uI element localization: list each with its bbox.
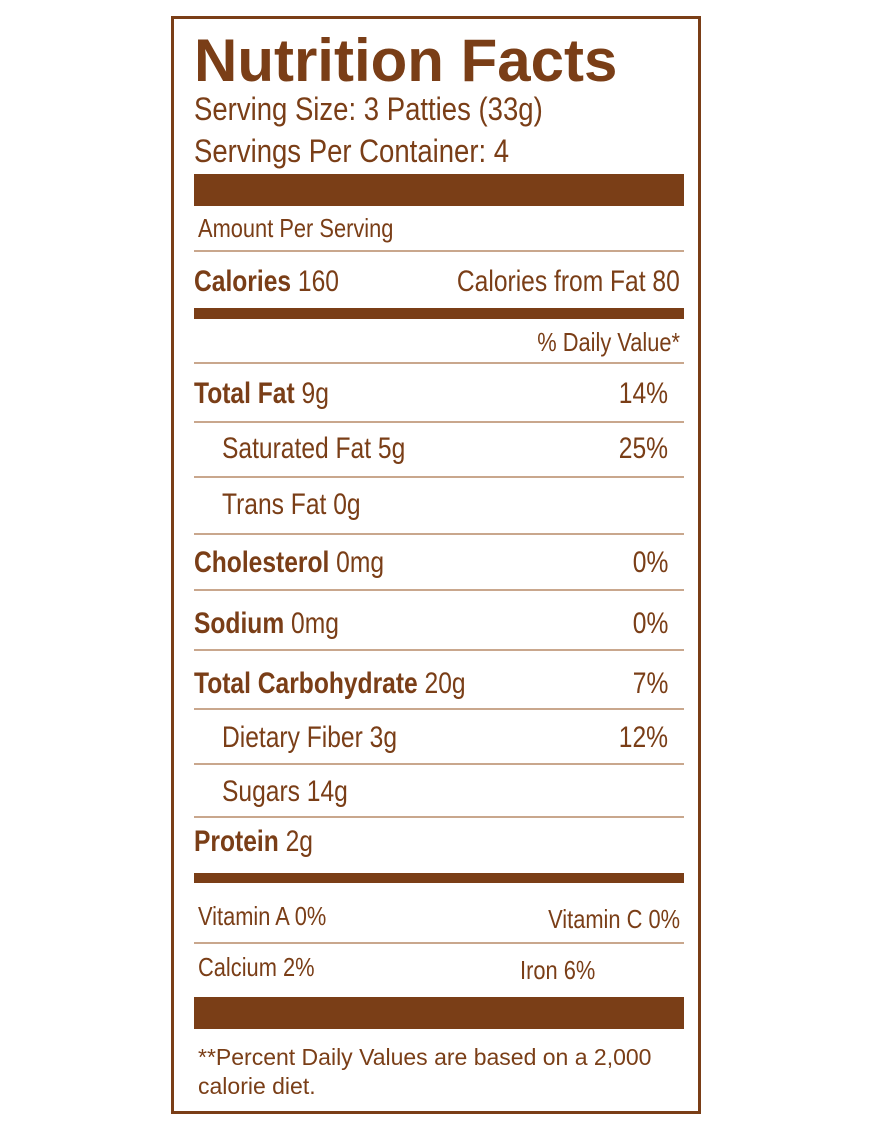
- vitamin-c: Vitamin C 0%: [548, 904, 680, 934]
- nutrient-row-trans-fat: Trans Fat 0g: [222, 490, 361, 520]
- nutrient-amount: 20g: [424, 667, 466, 700]
- thick-divider-bottom: [194, 997, 684, 1029]
- servings-per-container: Servings Per Container: 4: [194, 133, 510, 169]
- nutrient-amount: 9g: [301, 377, 329, 410]
- nutrient-row-cholesterol: Cholesterol 0mg: [194, 548, 384, 578]
- divider: [194, 763, 684, 765]
- divider: [194, 250, 684, 252]
- nutrient-name: Total Fat: [194, 377, 295, 410]
- nutrient-dv: 14%: [618, 377, 668, 410]
- divider: [194, 362, 684, 364]
- divider: [194, 708, 684, 710]
- nutrient-row-sodium: Sodium 0mg: [194, 609, 339, 639]
- nutrient-amount: 0mg: [291, 607, 339, 640]
- calories-value: 160: [297, 265, 339, 298]
- nutrient-row-total-carbohydrate: Total Carbohydrate 20g: [194, 669, 466, 699]
- divider: [194, 649, 684, 651]
- nutrient-name: Saturated Fat: [222, 432, 372, 465]
- amount-per-serving: Amount Per Serving: [198, 213, 394, 243]
- vitamin-a: Vitamin A 0%: [198, 901, 327, 931]
- iron: Iron 6%: [520, 955, 596, 985]
- nutrient-dv: 0%: [632, 607, 668, 640]
- thick-divider-top: [194, 174, 684, 206]
- nutrient-name: Dietary Fiber: [222, 721, 363, 754]
- nutrient-row-dietary-fiber: Dietary Fiber 3g: [222, 723, 397, 753]
- nutrient-amount: 0g: [333, 488, 361, 521]
- nutrient-name: Trans Fat: [222, 488, 327, 521]
- nutrition-facts-panel: Nutrition Facts Serving Size: 3 Patties …: [171, 16, 701, 1114]
- nutrient-name: Sugars: [222, 775, 300, 808]
- divider: [194, 421, 684, 423]
- nutrient-name: Protein: [194, 825, 279, 858]
- calcium: Calcium 2%: [198, 952, 315, 982]
- daily-value-header: % Daily Value*: [537, 327, 680, 357]
- nutrient-amount: 2g: [285, 825, 313, 858]
- nutrient-amount: 0mg: [336, 546, 385, 579]
- nutrient-dv: 25%: [618, 432, 668, 465]
- nutrient-name: Cholesterol: [194, 546, 330, 579]
- footnote: **Percent Daily Values are based on a 2,…: [198, 1044, 652, 1099]
- serving-size: Serving Size: 3 Patties (33g): [194, 91, 543, 127]
- divider: [194, 589, 684, 591]
- nutrient-dv: 7%: [632, 667, 668, 700]
- nutrient-dv: 0%: [632, 546, 668, 579]
- divider: [194, 476, 684, 478]
- medium-divider: [194, 873, 684, 883]
- nutrient-row-sugars: Sugars 14g: [222, 777, 348, 807]
- divider: [194, 942, 684, 944]
- nutrient-name: Total Carbohydrate: [194, 667, 418, 700]
- nutrient-dv: 12%: [618, 721, 668, 754]
- nutrient-row-saturated-fat: Saturated Fat 5g: [222, 434, 405, 464]
- calories-from-fat: Calories from Fat 80: [457, 265, 680, 298]
- nutrient-row-total-fat: Total Fat 9g: [194, 379, 329, 409]
- panel-title: Nutrition Facts: [194, 27, 618, 94]
- nutrient-row-protein: Protein 2g: [194, 827, 313, 857]
- divider: [194, 533, 684, 535]
- medium-divider: [194, 308, 684, 319]
- calories-label: Calories: [194, 265, 292, 298]
- nutrient-amount: 5g: [377, 432, 406, 465]
- divider: [194, 816, 684, 818]
- nutrient-name: Sodium: [194, 607, 285, 640]
- nutrient-amount: 3g: [369, 721, 398, 754]
- nutrient-amount: 14g: [306, 775, 348, 808]
